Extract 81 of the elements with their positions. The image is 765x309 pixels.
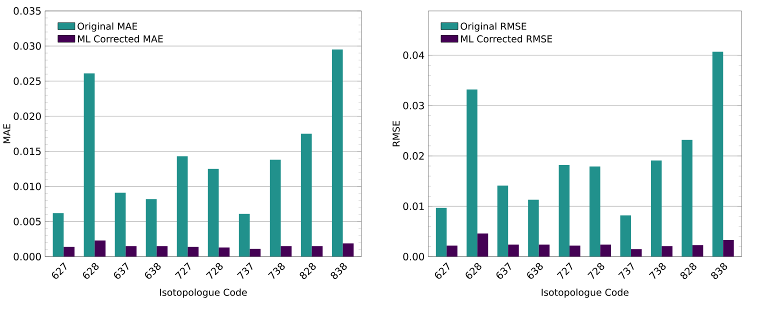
bar bbox=[508, 244, 519, 256]
bar bbox=[64, 246, 75, 256]
x-tick-label: 628 bbox=[466, 262, 482, 279]
bar bbox=[497, 185, 508, 256]
bar bbox=[477, 233, 488, 256]
x-tick-label: 728 bbox=[206, 262, 223, 279]
x-tick-label: 638 bbox=[527, 262, 543, 279]
x-axis-title: Isotopologue Code bbox=[160, 288, 247, 298]
y-tick-label: 0.025 bbox=[14, 77, 41, 85]
x-tick-label: 638 bbox=[145, 262, 161, 279]
bar bbox=[84, 73, 95, 256]
legend-label: Original RMSE bbox=[460, 22, 526, 32]
bar bbox=[538, 244, 550, 256]
x-tick-label: 828 bbox=[300, 262, 316, 279]
legend-label: Original MAE bbox=[78, 22, 138, 32]
legend-label: ML Corrected MAE bbox=[78, 34, 163, 42]
bar bbox=[558, 164, 570, 256]
bar bbox=[662, 246, 672, 256]
y-tick-label: 0.000 bbox=[14, 252, 41, 260]
y-axis-title: MAE bbox=[3, 124, 10, 143]
y-tick-label: 0.00 bbox=[403, 252, 424, 260]
bar bbox=[188, 246, 199, 256]
bar bbox=[270, 160, 281, 256]
x-tick-label: 727 bbox=[556, 262, 572, 279]
y-tick-label: 0.015 bbox=[14, 147, 41, 155]
x-tick-label: 738 bbox=[648, 262, 666, 279]
x-tick-label: 737 bbox=[236, 262, 253, 279]
y-tick-label: 0.03 bbox=[403, 102, 424, 110]
x-tick-label: 627 bbox=[52, 262, 66, 279]
x-tick-label: 737 bbox=[618, 262, 634, 279]
bar bbox=[620, 215, 631, 256]
bar bbox=[52, 212, 64, 256]
bar bbox=[208, 168, 219, 256]
x-tick-label: 838 bbox=[711, 262, 728, 279]
bar bbox=[590, 166, 600, 256]
x-tick-label: 738 bbox=[268, 262, 285, 279]
bar bbox=[446, 245, 458, 256]
y-tick-label: 0.035 bbox=[14, 6, 41, 15]
x-tick-label: 628 bbox=[83, 262, 99, 279]
bar bbox=[650, 160, 662, 256]
bar bbox=[218, 247, 230, 256]
bar bbox=[682, 140, 692, 256]
bar bbox=[114, 192, 126, 256]
bar bbox=[300, 134, 312, 256]
bar bbox=[176, 156, 188, 256]
x-tick-label: 627 bbox=[435, 262, 450, 279]
y-tick-label: 0.030 bbox=[14, 42, 41, 50]
bar bbox=[156, 246, 168, 256]
y-tick-label: 0.02 bbox=[403, 152, 424, 160]
bar bbox=[312, 246, 323, 256]
bar bbox=[723, 240, 734, 256]
bar bbox=[570, 245, 580, 256]
y-axis-title: RMSE bbox=[392, 120, 400, 146]
x-tick-label: 727 bbox=[174, 262, 190, 279]
bar bbox=[692, 244, 704, 256]
x-tick-label: 828 bbox=[680, 262, 696, 279]
legend-label: ML Corrected RMSE bbox=[461, 34, 552, 42]
y-tick-label: 0.01 bbox=[403, 202, 424, 210]
bar bbox=[436, 208, 447, 256]
bar bbox=[712, 52, 724, 256]
x-tick-label: 637 bbox=[114, 262, 128, 279]
bar bbox=[600, 244, 612, 256]
x-tick-label: 838 bbox=[330, 262, 347, 279]
bar bbox=[528, 200, 539, 256]
y-tick-label: 0.005 bbox=[14, 218, 41, 226]
bar bbox=[280, 246, 292, 256]
y-tick-label: 0.04 bbox=[403, 51, 424, 59]
x-tick-label: 728 bbox=[588, 262, 604, 279]
bar bbox=[342, 243, 354, 256]
bar bbox=[94, 240, 106, 256]
bar bbox=[146, 198, 157, 256]
bar bbox=[466, 89, 478, 256]
x-tick-label: 637 bbox=[496, 262, 511, 279]
bar bbox=[332, 49, 343, 256]
bar bbox=[630, 248, 642, 256]
y-tick-label: 0.010 bbox=[14, 182, 41, 190]
x-axis-title: Isotopologue Code bbox=[542, 288, 629, 298]
y-tick-label: 0.020 bbox=[14, 112, 41, 120]
bar bbox=[238, 214, 250, 256]
bar bbox=[250, 248, 261, 256]
bar bbox=[126, 246, 137, 256]
